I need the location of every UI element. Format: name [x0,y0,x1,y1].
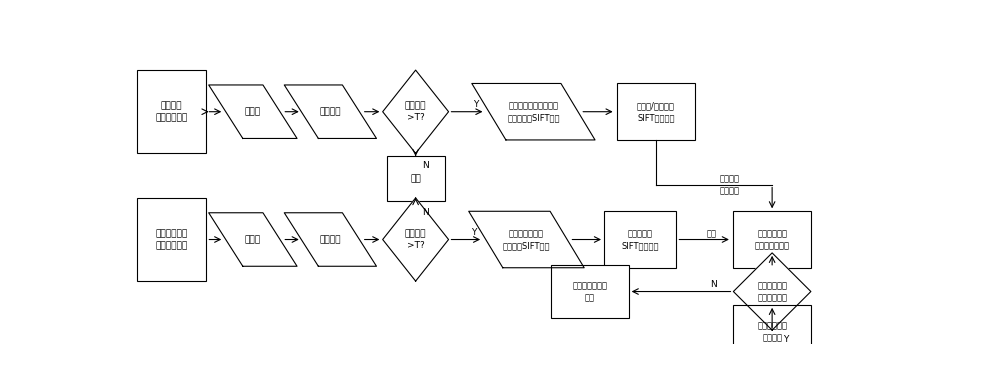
Text: 模型训练
参数寻优: 模型训练 参数寻优 [720,174,740,195]
Bar [137,198,206,281]
Text: 当前场景实时
红外图像序列: 当前场景实时 红外图像序列 [155,229,188,250]
Bar [551,265,629,318]
Text: 背景: 背景 [410,174,421,183]
Polygon shape [383,70,449,153]
Text: N: N [422,208,429,217]
Text: 阈值处理
>T?: 阈值处理 >T? [405,229,426,250]
Polygon shape [469,211,584,268]
Bar [604,211,676,268]
Polygon shape [472,83,595,140]
Polygon shape [383,198,449,281]
Text: 分别提取气体和干扰物
的红外图像SIFT特征: 分别提取气体和干扰物 的红外图像SIFT特征 [507,101,560,122]
Bar [733,305,811,358]
Polygon shape [209,213,297,266]
Bar [387,156,445,201]
Text: 帧间差分: 帧间差分 [320,235,341,244]
Text: 输入: 输入 [707,230,717,239]
Text: Y: Y [783,335,789,344]
Text: Y: Y [471,228,476,237]
Text: 帧间差分: 帧间差分 [320,107,341,116]
Text: 当前场景是否
为泄漏气体？: 当前场景是否 为泄漏气体？ [757,281,787,302]
Text: 提取当前场景的
红外图像SIFT特征: 提取当前场景的 红外图像SIFT特征 [503,229,550,250]
Text: 正样本/负样本的
SIFT特征向量: 正样本/负样本的 SIFT特征向量 [637,101,675,122]
Text: （运动干扰物）
删除: （运动干扰物） 删除 [572,281,608,302]
Text: 泄漏气体检测
支持向量机模型: 泄漏气体检测 支持向量机模型 [755,229,790,250]
Text: 预处理: 预处理 [245,107,261,116]
Text: N: N [422,161,429,170]
Polygon shape [284,85,376,139]
Bar [137,70,206,153]
Bar [617,83,695,140]
Text: N: N [711,281,717,290]
Text: 当前场景的
SIFT特征向量: 当前场景的 SIFT特征向量 [622,229,659,250]
Polygon shape [209,85,297,139]
Polygon shape [733,253,811,330]
Polygon shape [284,213,376,266]
Text: 预处理: 预处理 [245,235,261,244]
Text: 泄漏气体
红外图像序列: 泄漏气体 红外图像序列 [155,101,188,122]
Text: （泄漏气体）
突出显示: （泄漏气体） 突出显示 [757,321,787,342]
Bar [733,211,811,268]
Text: 阈值处理
>T?: 阈值处理 >T? [405,101,426,122]
Text: Y: Y [473,100,479,109]
